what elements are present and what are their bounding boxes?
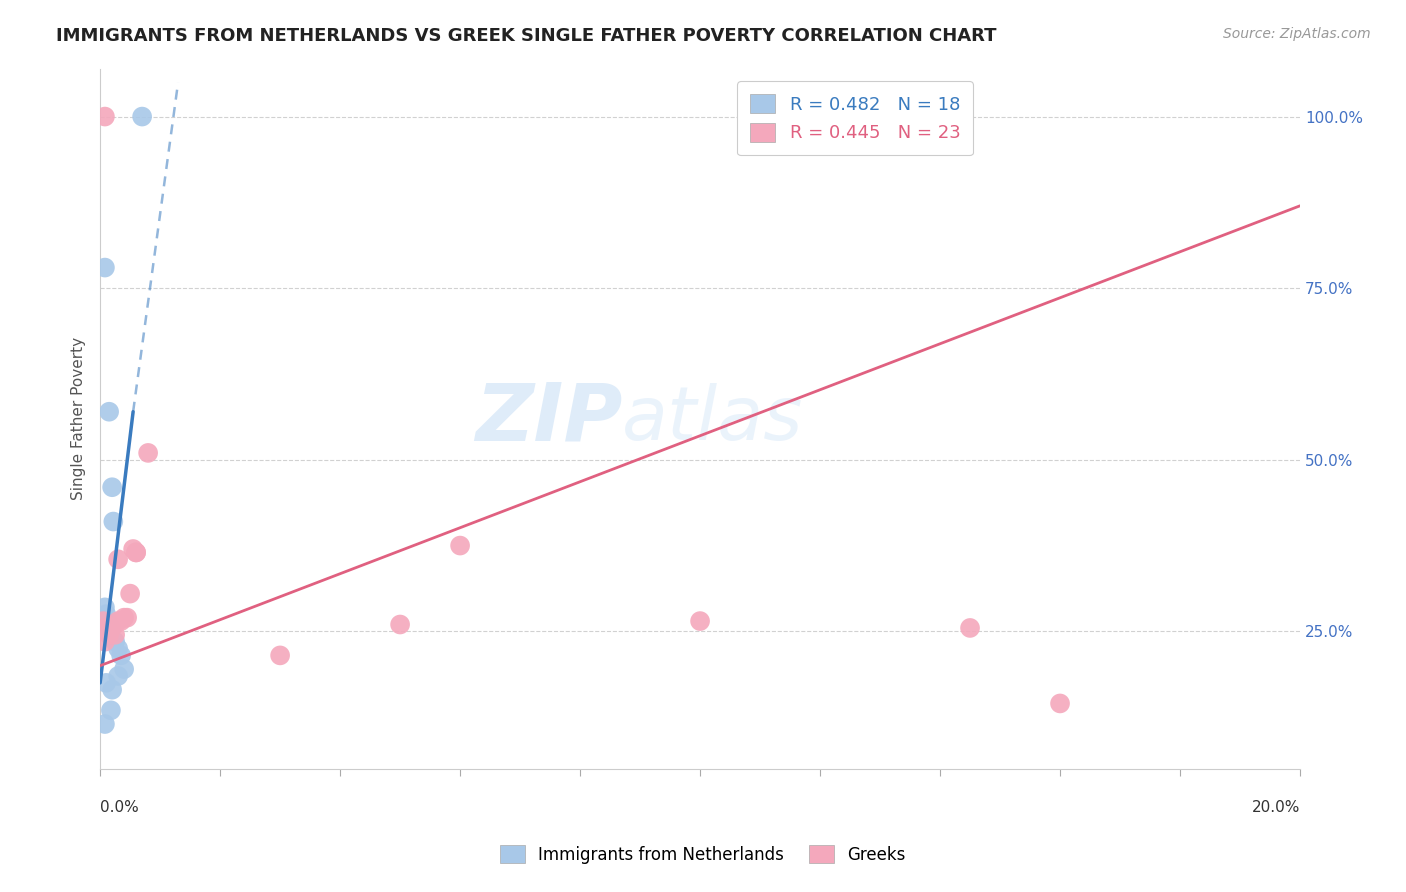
Point <box>94 676 117 690</box>
Point <box>689 614 711 628</box>
Point <box>107 669 129 683</box>
Point <box>104 628 127 642</box>
Point <box>107 552 129 566</box>
Text: 0.0%: 0.0% <box>100 800 139 815</box>
Point <box>120 586 142 600</box>
Point <box>136 446 159 460</box>
Point <box>110 648 132 663</box>
Point <box>1049 697 1071 711</box>
Point <box>125 545 148 559</box>
Point <box>269 648 291 663</box>
Point <box>125 545 148 559</box>
Point <box>98 405 121 419</box>
Point <box>101 621 124 635</box>
Point <box>115 610 138 624</box>
Point <box>94 634 117 648</box>
Point <box>94 607 117 622</box>
Text: ZIP: ZIP <box>475 380 621 458</box>
Text: 20.0%: 20.0% <box>1251 800 1301 815</box>
Point <box>94 717 117 731</box>
Point <box>101 480 124 494</box>
Point <box>112 662 135 676</box>
Point <box>100 621 122 635</box>
Point <box>112 610 135 624</box>
Legend: Immigrants from Netherlands, Greeks: Immigrants from Netherlands, Greeks <box>494 838 912 871</box>
Text: IMMIGRANTS FROM NETHERLANDS VS GREEK SINGLE FATHER POVERTY CORRELATION CHART: IMMIGRANTS FROM NETHERLANDS VS GREEK SIN… <box>56 27 997 45</box>
Point <box>96 614 118 628</box>
Point <box>94 260 117 275</box>
Point <box>103 515 125 529</box>
Point <box>107 641 129 656</box>
Text: atlas: atlas <box>621 383 803 455</box>
Point <box>389 617 412 632</box>
Text: Source: ZipAtlas.com: Source: ZipAtlas.com <box>1223 27 1371 41</box>
Legend: R = 0.482   N = 18, R = 0.445   N = 23: R = 0.482 N = 18, R = 0.445 N = 23 <box>737 81 973 155</box>
Point <box>959 621 981 635</box>
Point <box>122 541 145 556</box>
Point <box>91 614 114 628</box>
Y-axis label: Single Father Poverty: Single Father Poverty <box>72 337 86 500</box>
Point <box>107 614 129 628</box>
Point <box>104 634 127 648</box>
Point <box>94 621 117 635</box>
Point <box>94 110 117 124</box>
Point <box>131 110 153 124</box>
Point <box>449 539 471 553</box>
Point <box>100 703 122 717</box>
Point <box>110 614 132 628</box>
Point <box>98 628 121 642</box>
Point <box>94 600 117 615</box>
Point <box>101 682 124 697</box>
